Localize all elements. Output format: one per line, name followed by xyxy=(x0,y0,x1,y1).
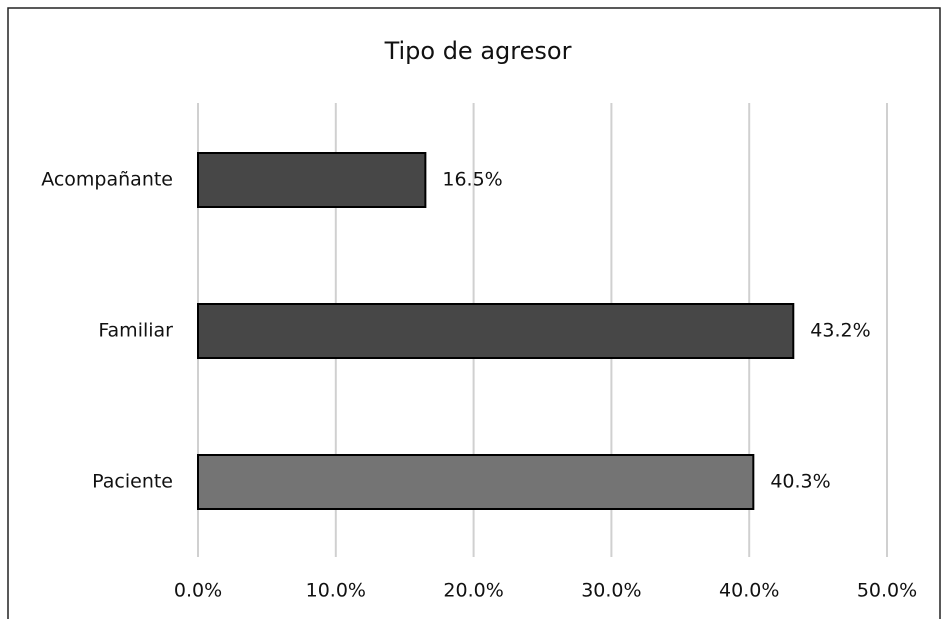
data-label: 40.3% xyxy=(770,471,830,493)
chart-title: Tipo de agresor xyxy=(384,37,572,65)
data-label: 43.2% xyxy=(810,320,870,342)
x-tick-label: 10.0% xyxy=(306,580,366,602)
bar xyxy=(197,303,795,359)
x-tick-label: 30.0% xyxy=(581,580,641,602)
y-tick-label: Paciente xyxy=(92,471,173,493)
bar xyxy=(197,152,427,208)
x-tick-label: 0.0% xyxy=(174,580,222,602)
y-tick-label: Acompañante xyxy=(41,169,173,191)
y-tick-label: Familiar xyxy=(98,320,173,342)
x-tick-label: 40.0% xyxy=(719,580,779,602)
x-tick-label: 50.0% xyxy=(857,580,917,602)
bar xyxy=(197,454,755,510)
x-tick-label: 20.0% xyxy=(443,580,503,602)
data-label: 16.5% xyxy=(442,169,502,191)
